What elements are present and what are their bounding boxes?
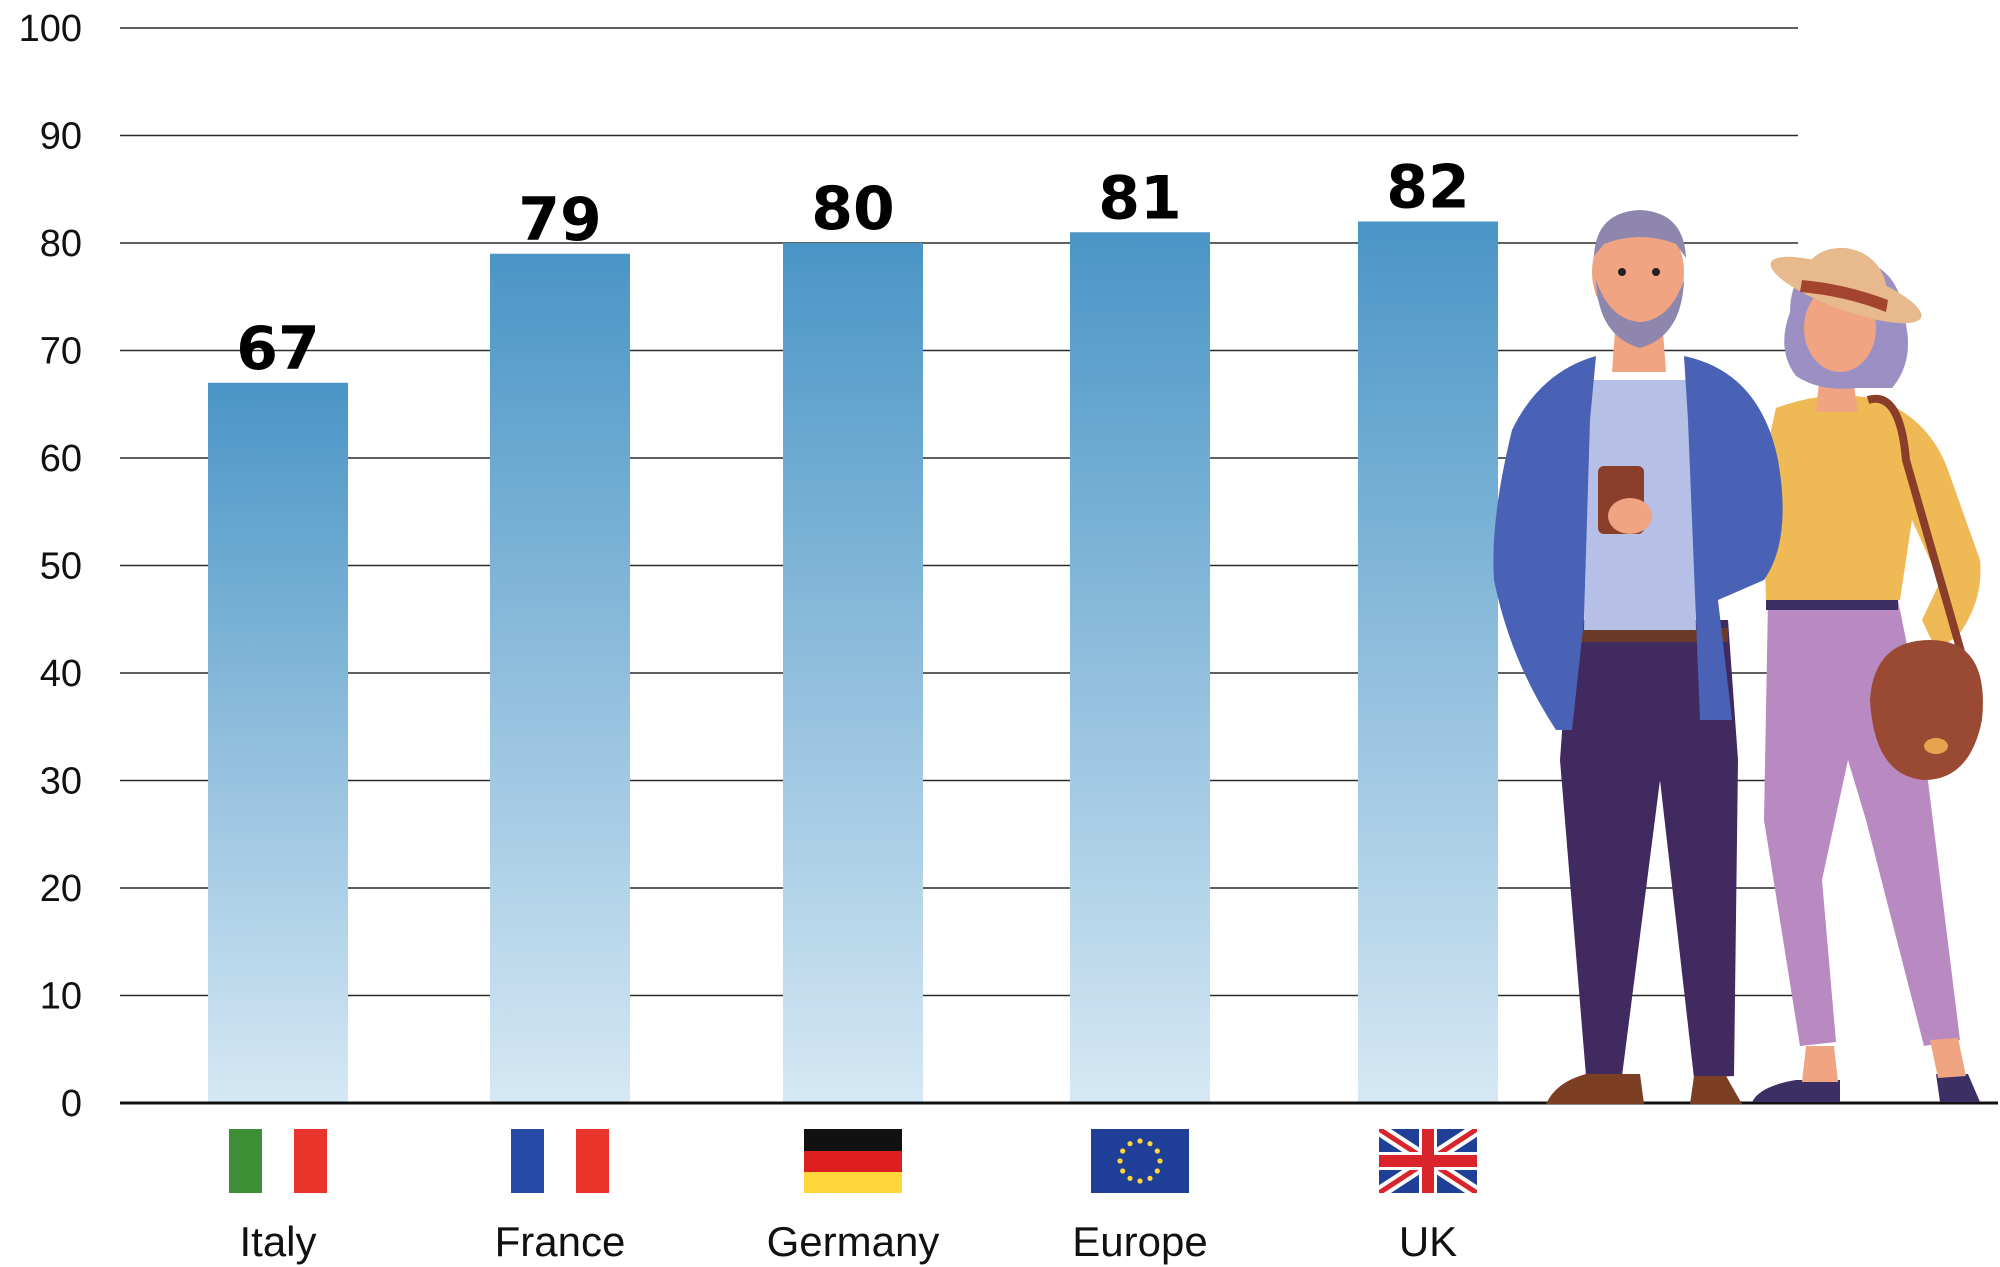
y-tick-label: 60 bbox=[40, 438, 82, 480]
y-tick-label: 50 bbox=[40, 546, 82, 588]
category-labels: Italy France Germany Europe UK bbox=[239, 1218, 1457, 1265]
category-flags bbox=[229, 1129, 1477, 1193]
eu-star bbox=[1147, 1175, 1153, 1181]
y-tick-label: 20 bbox=[40, 868, 82, 910]
uk-flag-icon bbox=[1379, 1129, 1477, 1193]
woman-figure bbox=[1752, 247, 1983, 1102]
category-label: France bbox=[495, 1218, 626, 1265]
y-axis-tick-labels: 0 10 20 30 40 50 60 70 80 90 100 bbox=[19, 8, 82, 1125]
eu-star bbox=[1137, 1138, 1143, 1144]
y-tick-label: 30 bbox=[40, 761, 82, 803]
eu-star bbox=[1127, 1175, 1133, 1181]
category-label: Italy bbox=[239, 1218, 316, 1265]
eu-star bbox=[1120, 1148, 1126, 1154]
category-label: Germany bbox=[767, 1218, 940, 1265]
data-label: 79 bbox=[518, 185, 602, 255]
bar-germany bbox=[783, 243, 923, 1103]
eu-star bbox=[1154, 1148, 1160, 1154]
y-tick-label: 80 bbox=[40, 223, 82, 265]
eu-star bbox=[1117, 1158, 1123, 1164]
data-label: 82 bbox=[1386, 153, 1470, 223]
eu-flag-icon bbox=[1091, 1129, 1189, 1193]
bars bbox=[208, 221, 1498, 1103]
eu-star bbox=[1120, 1168, 1126, 1174]
data-label: 67 bbox=[236, 314, 320, 384]
bar-europe bbox=[1070, 232, 1210, 1103]
france-flag-icon bbox=[511, 1129, 609, 1193]
category-label: Europe bbox=[1072, 1218, 1207, 1265]
senior-couple-illustration bbox=[1493, 210, 1983, 1104]
eu-star bbox=[1154, 1168, 1160, 1174]
y-tick-label: 0 bbox=[61, 1083, 82, 1125]
bar-uk bbox=[1358, 221, 1498, 1103]
y-tick-label: 40 bbox=[40, 653, 82, 695]
bar-france bbox=[490, 253, 630, 1103]
y-tick-label: 90 bbox=[40, 116, 82, 158]
germany-flag-icon bbox=[804, 1129, 902, 1193]
eu-star bbox=[1127, 1141, 1133, 1147]
man-figure bbox=[1493, 210, 1783, 1104]
italy-flag-icon bbox=[229, 1129, 327, 1193]
y-tick-label: 10 bbox=[40, 976, 82, 1018]
data-labels: 67 79 80 81 82 bbox=[236, 153, 1470, 384]
bar-italy bbox=[208, 382, 348, 1103]
gridlines bbox=[120, 27, 1798, 997]
data-label: 80 bbox=[811, 174, 895, 244]
y-tick-label: 100 bbox=[19, 8, 82, 50]
category-label: UK bbox=[1399, 1218, 1457, 1265]
eu-star bbox=[1137, 1178, 1143, 1184]
data-label: 81 bbox=[1098, 163, 1182, 233]
eu-star bbox=[1157, 1158, 1163, 1164]
y-tick-label: 70 bbox=[40, 331, 82, 373]
eu-star bbox=[1147, 1141, 1153, 1147]
